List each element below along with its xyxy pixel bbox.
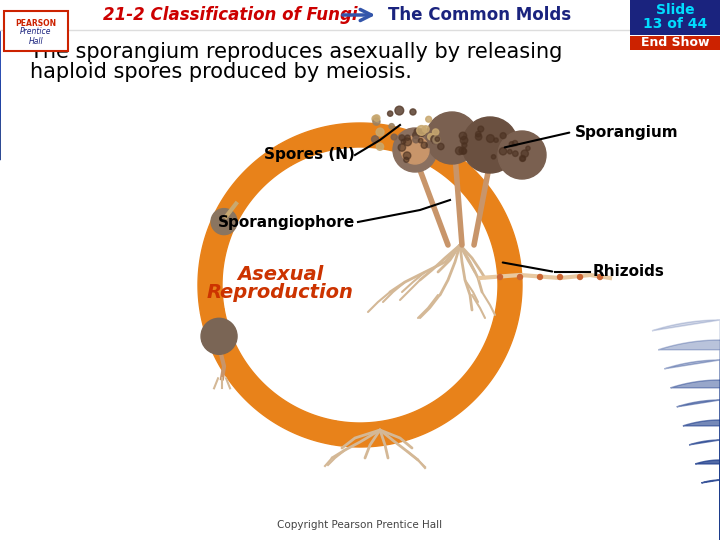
Text: Copyright Pearson Prentice Hall: Copyright Pearson Prentice Hall [277, 520, 443, 530]
Circle shape [413, 132, 419, 139]
Circle shape [577, 274, 582, 280]
Text: 21-2 Classification of Fungi: 21-2 Classification of Fungi [103, 6, 357, 24]
Circle shape [426, 112, 478, 164]
Circle shape [418, 130, 425, 137]
Circle shape [395, 106, 404, 115]
Text: Sporangiophore: Sporangiophore [217, 214, 355, 230]
Circle shape [459, 132, 467, 140]
Circle shape [372, 136, 379, 143]
Text: Sporangium: Sporangium [575, 125, 679, 139]
Polygon shape [303, 416, 321, 435]
Circle shape [491, 154, 496, 159]
Circle shape [374, 115, 380, 122]
Circle shape [500, 147, 507, 155]
Polygon shape [198, 145, 291, 313]
FancyBboxPatch shape [4, 11, 68, 51]
Circle shape [404, 138, 412, 146]
Circle shape [435, 137, 440, 141]
Polygon shape [285, 138, 304, 156]
Circle shape [421, 142, 428, 149]
Polygon shape [200, 309, 336, 444]
Circle shape [462, 117, 518, 173]
Circle shape [438, 143, 444, 150]
Polygon shape [658, 340, 720, 540]
Circle shape [512, 140, 518, 146]
Circle shape [478, 126, 484, 132]
Polygon shape [446, 162, 465, 179]
Text: Prentice: Prentice [20, 28, 52, 37]
Circle shape [389, 124, 395, 129]
Circle shape [521, 157, 525, 161]
Circle shape [494, 138, 498, 143]
Circle shape [426, 116, 431, 122]
Circle shape [399, 135, 405, 140]
Polygon shape [429, 145, 522, 366]
Circle shape [393, 128, 437, 172]
Circle shape [423, 126, 429, 132]
Circle shape [201, 318, 237, 354]
Circle shape [410, 109, 416, 115]
Circle shape [460, 137, 468, 144]
Text: haploid spores produced by meiosis.: haploid spores produced by meiosis. [30, 62, 412, 82]
Circle shape [376, 128, 384, 136]
Polygon shape [466, 371, 483, 390]
Circle shape [377, 143, 384, 150]
Circle shape [433, 137, 440, 144]
Circle shape [401, 139, 405, 144]
Circle shape [461, 148, 467, 154]
Polygon shape [665, 360, 720, 540]
Circle shape [414, 129, 420, 134]
Circle shape [413, 137, 419, 143]
Circle shape [487, 134, 495, 143]
Polygon shape [199, 281, 219, 298]
Text: PEARSON: PEARSON [15, 18, 57, 28]
Circle shape [433, 129, 438, 135]
Circle shape [513, 151, 518, 157]
Polygon shape [696, 460, 720, 540]
Circle shape [403, 152, 411, 159]
Circle shape [475, 131, 481, 137]
Circle shape [462, 143, 467, 147]
Text: The sporangium reproduces asexually by releasing: The sporangium reproduces asexually by r… [30, 42, 562, 62]
Circle shape [404, 157, 409, 163]
Circle shape [398, 144, 405, 151]
Polygon shape [677, 400, 720, 540]
Text: 13 of 44: 13 of 44 [643, 17, 707, 31]
Circle shape [433, 136, 440, 143]
Polygon shape [701, 480, 720, 540]
Circle shape [598, 274, 603, 280]
Circle shape [538, 274, 542, 280]
Circle shape [498, 131, 546, 179]
Circle shape [418, 138, 423, 143]
Circle shape [372, 116, 379, 122]
Circle shape [391, 134, 397, 140]
Polygon shape [332, 354, 500, 447]
Text: Asexual: Asexual [237, 266, 323, 285]
FancyBboxPatch shape [630, 36, 720, 50]
FancyBboxPatch shape [630, 0, 720, 35]
Circle shape [509, 141, 514, 146]
Circle shape [373, 118, 380, 125]
Text: Reproduction: Reproduction [207, 282, 354, 301]
Circle shape [475, 133, 482, 140]
Circle shape [498, 274, 503, 280]
Circle shape [521, 150, 528, 157]
Circle shape [459, 147, 466, 154]
Circle shape [405, 135, 410, 140]
Circle shape [401, 136, 429, 164]
Circle shape [500, 133, 506, 139]
Circle shape [387, 111, 393, 116]
Circle shape [520, 156, 526, 161]
Circle shape [428, 133, 434, 140]
Circle shape [526, 146, 530, 151]
Text: End Show: End Show [641, 37, 709, 50]
Polygon shape [689, 440, 720, 540]
Circle shape [508, 150, 512, 154]
Polygon shape [652, 320, 720, 540]
FancyBboxPatch shape [0, 0, 720, 30]
Circle shape [417, 126, 426, 136]
Circle shape [211, 208, 237, 234]
Text: Spores (N): Spores (N) [264, 147, 355, 163]
Circle shape [431, 135, 439, 144]
